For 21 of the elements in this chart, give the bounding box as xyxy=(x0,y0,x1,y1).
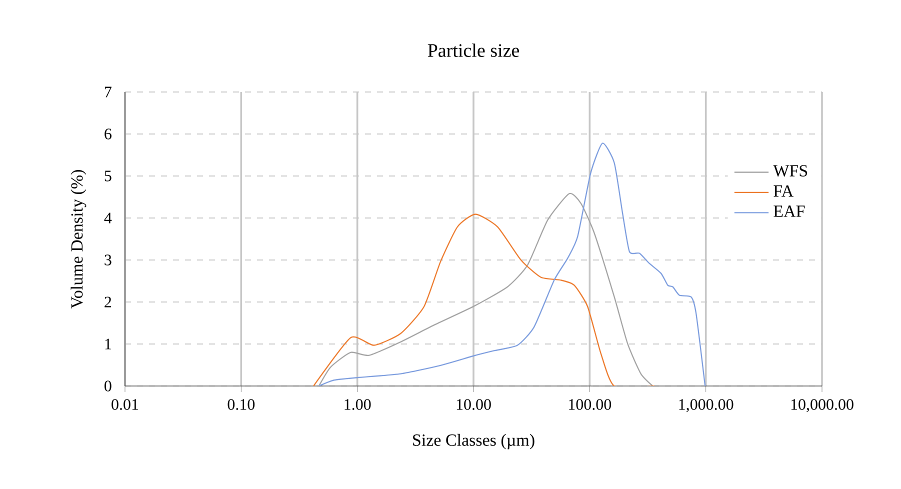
x-tick-label: 10.00 xyxy=(456,399,491,410)
x-tick-label: 1.00 xyxy=(344,399,371,410)
x-tick-label: 1,000.00 xyxy=(679,399,734,412)
y-tick-label: 5 xyxy=(104,170,112,182)
chart-title: Particle size xyxy=(428,44,520,57)
y-tick-label: 4 xyxy=(104,212,112,224)
y-tick-label: 2 xyxy=(104,296,112,308)
legend-label: WFS xyxy=(773,165,808,177)
x-tick-label: 100.00 xyxy=(569,399,612,410)
y-tick-label: 7 xyxy=(105,86,112,98)
legend-label: EAF xyxy=(774,206,805,217)
y-axis-title: Volume Density (%) xyxy=(70,170,86,309)
x-axis-title: Size Classes (µm) xyxy=(413,434,534,450)
y-tick-label: 3 xyxy=(104,254,112,266)
legend-label: FA xyxy=(774,185,794,197)
x-tick-label: 0.10 xyxy=(228,399,255,410)
y-tick-label: 0 xyxy=(104,380,112,392)
y-tick-label: 6 xyxy=(104,128,112,140)
x-tick-label: 10,000.00 xyxy=(791,399,854,412)
x-tick-label: 0.01 xyxy=(112,399,138,410)
y-tick-label: 1 xyxy=(105,338,111,350)
